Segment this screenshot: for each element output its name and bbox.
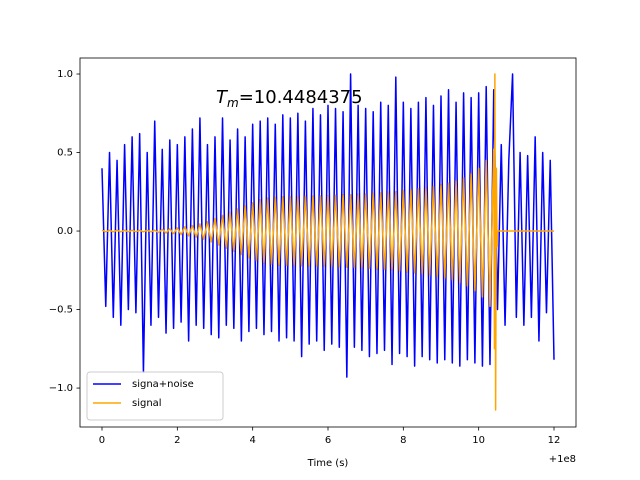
plot-area — [101, 73, 555, 411]
y-tick-label: 1.0 — [57, 69, 73, 80]
legend: signa+noise signal — [86, 371, 224, 421]
x-tick-label: 6 — [325, 435, 331, 446]
x-axis-label: Time (s) — [307, 458, 349, 469]
annotation-symbol: T — [216, 87, 229, 108]
x-tick-label: 0 — [99, 435, 105, 446]
y-tick-label: −0.5 — [49, 305, 73, 316]
annotation-text: =10.4484375 — [239, 87, 363, 108]
series-line — [101, 73, 554, 411]
x-offset-label: +1e8 — [549, 454, 576, 465]
y-tick-label: 0.5 — [57, 148, 73, 159]
x-tick-label: 8 — [400, 435, 406, 446]
series-line — [101, 73, 555, 378]
x-tick-label: 12 — [548, 435, 561, 446]
annotation: Tm=10.4484375 — [216, 87, 363, 110]
y-tick-label: 0.0 — [57, 226, 73, 237]
x-tick-label: 4 — [249, 435, 255, 446]
y-tick-label: −1.0 — [49, 383, 73, 394]
x-tick-label: 10 — [472, 435, 485, 446]
legend-label: signal — [132, 398, 162, 409]
legend-label: signa+noise — [132, 379, 194, 390]
annotation-subscript: m — [227, 96, 239, 110]
x-tick-label: 2 — [174, 435, 180, 446]
